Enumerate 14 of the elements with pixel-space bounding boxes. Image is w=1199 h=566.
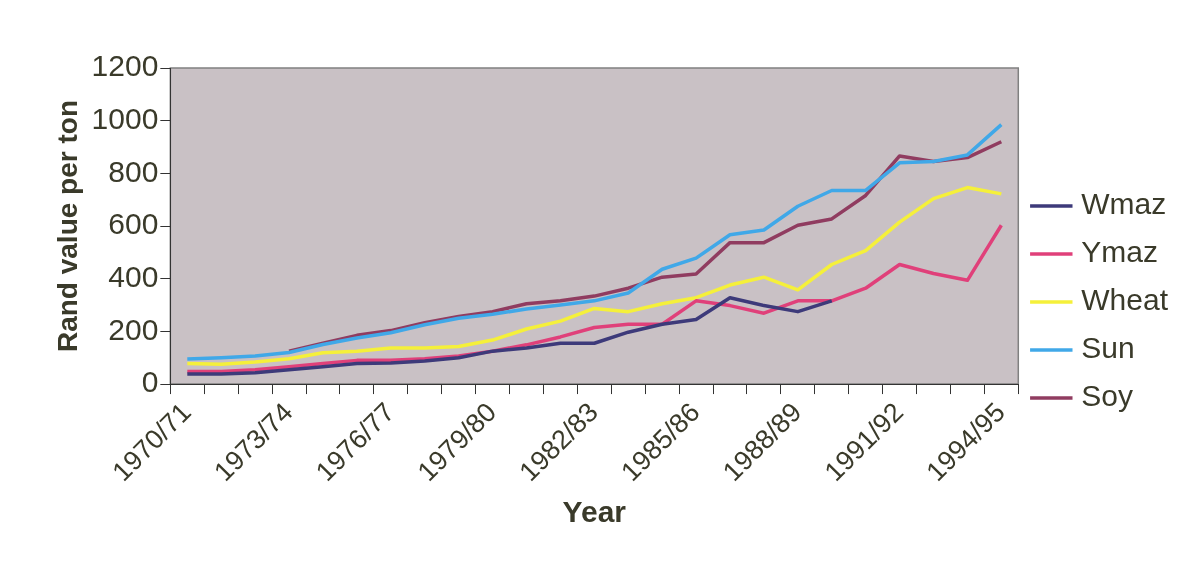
y-tick-label: 1200 [91, 49, 159, 83]
y-tick-label: 800 [108, 154, 159, 188]
x-axis-title: Year [562, 495, 627, 529]
y-tick-label: 200 [108, 312, 159, 346]
legend-label: Ymaz [1081, 235, 1158, 269]
y-tick-label: 0 [141, 365, 159, 399]
y-tick-label: 400 [108, 259, 159, 293]
legend-label: Sun [1081, 331, 1135, 365]
y-axis-title: Rand value per ton [51, 100, 83, 353]
legend-label: Wheat [1081, 283, 1169, 317]
legend-label: Wmaz [1081, 187, 1167, 221]
y-tick-label: 600 [108, 207, 159, 241]
legend-label: Soy [1081, 379, 1133, 413]
y-tick-label: 1000 [91, 101, 159, 135]
